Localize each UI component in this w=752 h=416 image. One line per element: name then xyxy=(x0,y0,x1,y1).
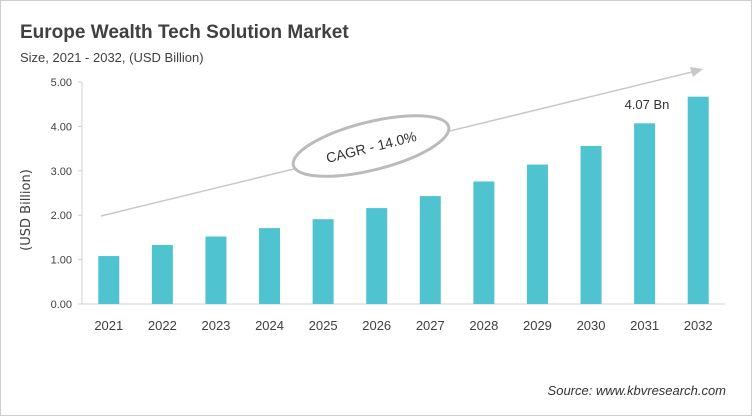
cagr-ellipse xyxy=(291,114,451,178)
x-tick-label: 2032 xyxy=(684,318,713,333)
chart-title: Europe Wealth Tech Solution Market xyxy=(20,22,349,43)
y-axis-label: (USD Billion) xyxy=(19,169,34,251)
x-tick-label: 2025 xyxy=(309,318,338,333)
bar-2026 xyxy=(366,208,388,304)
bar-2024 xyxy=(259,228,281,304)
x-tick-label: 2031 xyxy=(630,318,659,333)
x-tick-label: 2024 xyxy=(255,318,284,333)
x-tick-label: 2029 xyxy=(523,318,552,333)
source-note: Source: www.kbvresearch.com xyxy=(547,383,726,398)
bar-2028 xyxy=(473,181,495,304)
bar-2021 xyxy=(98,256,120,304)
arrow-head-icon xyxy=(690,67,703,77)
bar-2031 xyxy=(634,123,656,305)
y-tick-label: 4.00 xyxy=(51,121,72,133)
value-label-2031: 4.07 Bn xyxy=(625,97,670,112)
bar-2032 xyxy=(687,96,709,304)
bar-2022 xyxy=(151,244,173,304)
y-tick-label: 2.00 xyxy=(51,210,72,222)
x-tick-label: 2022 xyxy=(148,318,177,333)
bar-2023 xyxy=(205,236,227,304)
y-tick-label: 1.00 xyxy=(51,255,72,267)
y-tick-label: 5.00 xyxy=(51,77,72,89)
x-tick-label: 2026 xyxy=(362,318,391,333)
x-tick-label: 2023 xyxy=(201,318,230,333)
y-tick-label: 0.00 xyxy=(51,299,72,311)
x-tick-label: 2028 xyxy=(469,318,498,333)
bar-2027 xyxy=(419,196,441,304)
bar-2025 xyxy=(312,219,334,304)
chart-subtitle: Size, 2021 - 2032, (USD Billion) xyxy=(20,50,204,65)
x-tick-label: 2027 xyxy=(416,318,445,333)
bar-2029 xyxy=(526,164,548,304)
bar-2030 xyxy=(580,145,602,304)
x-tick-label: 2030 xyxy=(577,318,606,333)
x-tick-label: 2021 xyxy=(94,318,123,333)
y-tick-label: 3.00 xyxy=(51,166,72,178)
